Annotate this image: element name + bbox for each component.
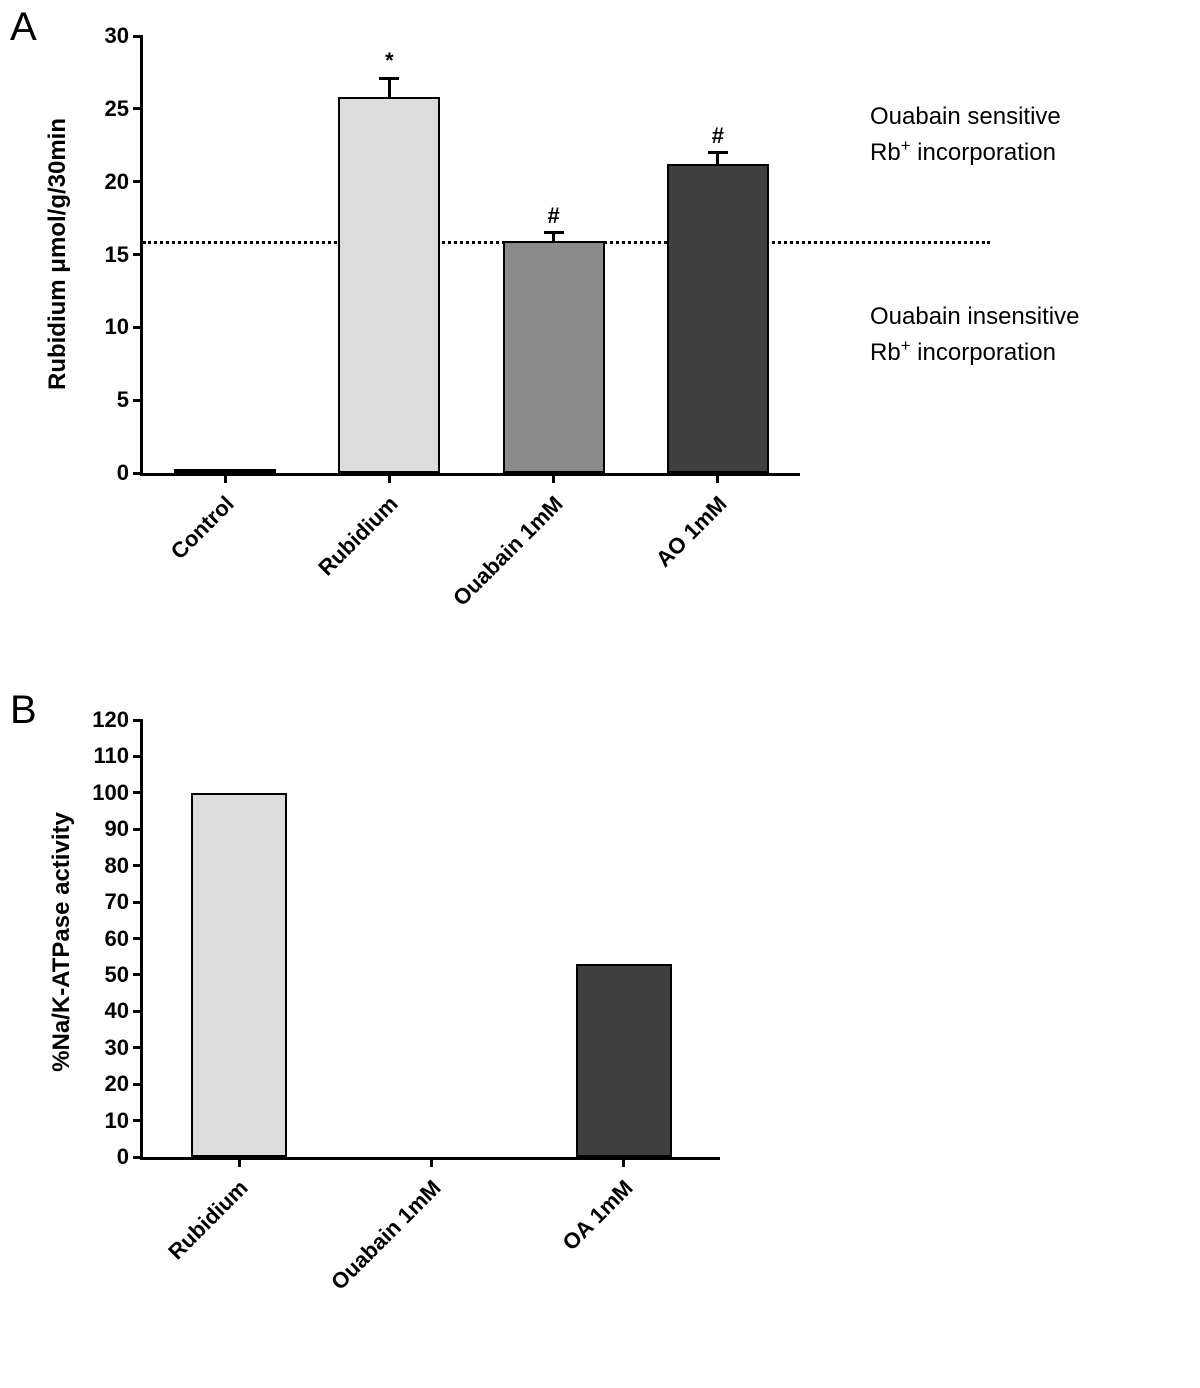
y-tick-label: 15 — [105, 242, 129, 268]
y-tick — [133, 253, 143, 256]
annotation-below-line1: Ouabain insensitive — [870, 303, 1079, 330]
x-tick-label: Control — [166, 491, 240, 565]
y-tick-label: 10 — [105, 1108, 129, 1134]
error-bar — [388, 78, 391, 97]
y-tick-label: 0 — [117, 1144, 129, 1170]
y-tick — [133, 326, 143, 329]
x-tick — [224, 473, 227, 483]
bar — [576, 964, 672, 1157]
y-tick — [133, 864, 143, 867]
x-tick — [552, 473, 555, 483]
y-tick-label: 40 — [105, 998, 129, 1024]
y-tick — [133, 1083, 143, 1086]
y-tick-label: 70 — [105, 889, 129, 915]
error-cap — [379, 77, 399, 80]
y-tick-label: 10 — [105, 314, 129, 340]
error-cap — [708, 151, 728, 154]
y-tick — [133, 973, 143, 976]
x-tick-label: Rubidium — [314, 491, 404, 581]
y-tick — [133, 1046, 143, 1049]
panel-a-label: A — [10, 5, 37, 50]
y-tick-label: 100 — [92, 780, 129, 806]
x-tick — [238, 1157, 241, 1167]
y-tick — [133, 901, 143, 904]
y-tick — [133, 1156, 143, 1159]
y-tick-label: 0 — [117, 460, 129, 486]
annotation-below-line2: Rb+ incorporation — [870, 339, 1056, 366]
x-tick — [716, 473, 719, 483]
x-tick-label: Ouabain 1mM — [325, 1175, 445, 1295]
y-tick — [133, 107, 143, 110]
x-tick-label: Rubidium — [163, 1175, 253, 1265]
x-tick — [622, 1157, 625, 1167]
y-tick-label: 20 — [105, 169, 129, 195]
y-tick-label: 60 — [105, 926, 129, 952]
y-tick — [133, 791, 143, 794]
y-tick-label: 90 — [105, 816, 129, 842]
y-tick — [133, 1119, 143, 1122]
y-tick-label: 30 — [105, 1035, 129, 1061]
y-tick — [133, 35, 143, 38]
bar — [503, 241, 605, 473]
y-tick-label: 20 — [105, 1071, 129, 1097]
y-tick — [133, 755, 143, 758]
y-tick-label: 110 — [94, 743, 130, 769]
bar — [338, 97, 440, 473]
y-tick — [133, 719, 143, 722]
annotation-above: Ouabain sensitive Rb+ incorporation — [870, 100, 1190, 169]
error-bar — [716, 153, 719, 165]
figure-container: A B 051015202530ControlRubidium*Ouabain … — [0, 0, 1200, 1388]
y-tick — [133, 472, 143, 475]
annotation-above-line1: Ouabain sensitive — [870, 103, 1061, 130]
y-tick-label: 30 — [105, 23, 129, 49]
y-tick — [133, 180, 143, 183]
panel-b-plot: 0102030405060708090100110120RubidiumOuab… — [140, 720, 720, 1160]
y-tick-label: 5 — [117, 387, 129, 413]
x-tick-label: OA 1mM — [557, 1175, 638, 1256]
y-tick — [133, 937, 143, 940]
significance-marker: # — [548, 203, 560, 229]
x-tick — [388, 473, 391, 483]
error-cap — [544, 231, 564, 234]
bar — [191, 793, 287, 1157]
panel-a-plot: 051015202530ControlRubidium*Ouabain 1mM#… — [140, 36, 800, 476]
panel-b-label: B — [10, 688, 37, 733]
bar — [667, 164, 769, 473]
x-tick — [430, 1157, 433, 1167]
panel-a-y-label: Rubidium μmol/g/30min — [44, 118, 72, 390]
y-tick-label: 120 — [92, 707, 129, 733]
panel-b-y-label: %Na/K-ATPase activity — [48, 812, 76, 1072]
y-tick-label: 80 — [105, 853, 129, 879]
annotation-above-line2: Rb+ incorporation — [870, 139, 1056, 166]
significance-marker: # — [712, 123, 724, 149]
y-tick-label: 50 — [105, 962, 129, 988]
x-tick-label: Ouabain 1mM — [448, 491, 568, 611]
annotation-below: Ouabain insensitive Rb+ incorporation — [870, 300, 1190, 369]
y-tick — [133, 1010, 143, 1013]
y-tick — [133, 828, 143, 831]
x-tick-label: AO 1mM — [651, 491, 732, 572]
y-tick-label: 25 — [105, 96, 129, 122]
significance-marker: * — [385, 48, 394, 74]
y-tick — [133, 399, 143, 402]
